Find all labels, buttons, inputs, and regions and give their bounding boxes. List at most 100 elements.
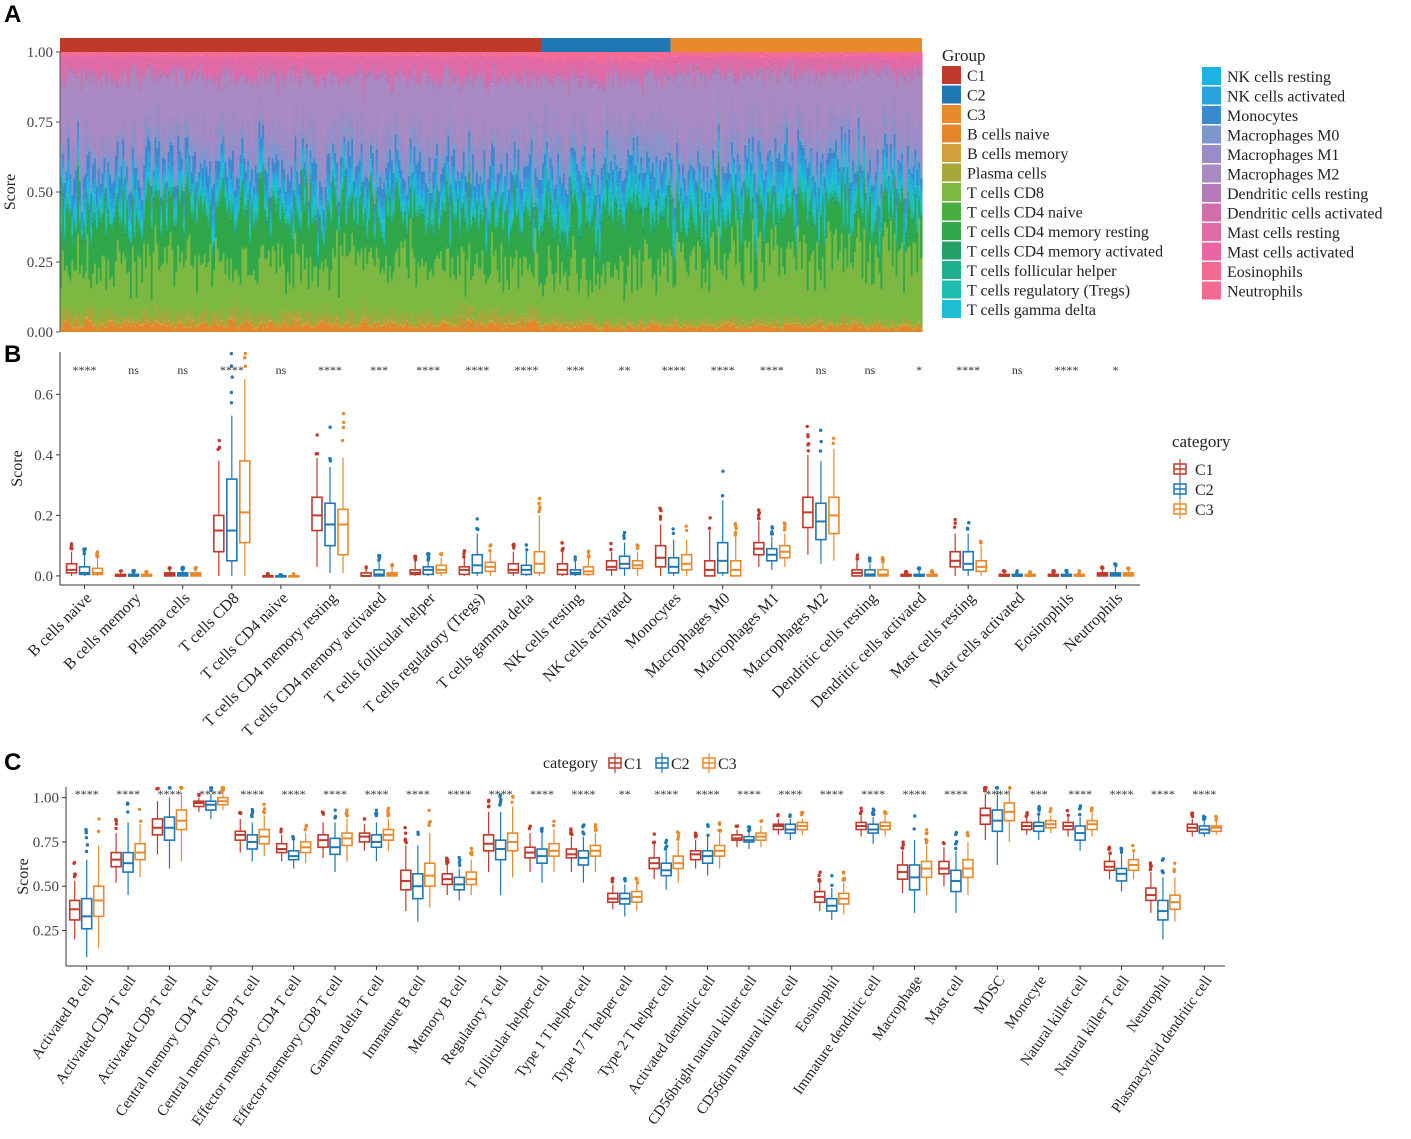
stack-segment (232, 198, 235, 203)
stack-segment (190, 161, 193, 173)
stack-segment (383, 74, 386, 133)
stack-segment (301, 98, 305, 125)
stack-segment (197, 158, 201, 172)
stack-segment (264, 169, 267, 186)
stack-segment (428, 309, 432, 322)
stack-segment (188, 58, 192, 65)
stack-segment (233, 225, 237, 233)
stack-segment (139, 53, 142, 56)
stack-segment (451, 313, 454, 326)
stack-segment (145, 71, 148, 75)
stack-segment (443, 142, 447, 153)
stack-segment (317, 86, 320, 90)
stack-segment (148, 255, 152, 256)
stack-segment (281, 57, 284, 74)
stack-segment (192, 319, 195, 322)
stack-segment (264, 157, 267, 170)
stack-segment (196, 318, 199, 325)
stack-segment (148, 54, 152, 57)
stack-segment (385, 125, 388, 152)
stack-segment (379, 52, 382, 55)
stack-segment (137, 192, 140, 205)
stack-segment (145, 56, 148, 59)
stack-segment (177, 311, 180, 323)
stack-segment (169, 198, 173, 232)
stack-segment (182, 56, 186, 59)
stack-segment (165, 230, 169, 234)
stack-segment (449, 228, 452, 239)
stack-segment (211, 55, 214, 58)
stack-segment (264, 323, 267, 332)
stack-segment (464, 152, 468, 161)
stack-segment (90, 53, 93, 55)
stack-segment (373, 243, 377, 266)
stack-segment (271, 246, 275, 319)
stack-segment (262, 68, 265, 73)
stack-segment (194, 180, 197, 187)
stack-segment (407, 279, 411, 324)
stack-segment (213, 57, 216, 74)
stack-segment (252, 269, 256, 272)
stack-segment (301, 58, 305, 66)
stack-segment (203, 74, 207, 80)
stack-segment (216, 59, 220, 82)
stack-segment (458, 234, 462, 238)
stack-segment (283, 212, 286, 218)
stack-segment (387, 302, 390, 320)
stack-segment (449, 277, 452, 280)
stack-segment (292, 222, 296, 226)
stack-segment (71, 235, 74, 243)
stack-segment (335, 67, 339, 73)
stack-segment (326, 266, 330, 269)
stack-segment (385, 53, 388, 54)
stack-segment (99, 308, 103, 323)
stack-segment (303, 203, 307, 210)
stack-segment (215, 61, 218, 74)
stack-segment (387, 84, 390, 122)
stack-segment (443, 211, 447, 216)
stack-segment (343, 108, 347, 125)
stack-segment (92, 130, 95, 147)
stack-segment (275, 202, 278, 212)
stack-segment (339, 327, 343, 329)
stack-segment (460, 54, 464, 56)
stack-segment (341, 255, 345, 257)
stack-segment (109, 71, 112, 75)
stack-segment (441, 167, 445, 185)
stack-segment (458, 202, 462, 211)
stack-segment (92, 273, 95, 275)
stack-segment (296, 319, 299, 322)
stack-segment (158, 72, 161, 78)
stack-segment (422, 320, 426, 327)
stack-segment (211, 210, 214, 226)
stack-segment (165, 54, 169, 58)
stack-segment (69, 174, 72, 180)
stack-segment (464, 295, 468, 297)
stack-segment (228, 192, 231, 200)
stack-segment (218, 91, 222, 116)
stack-segment (103, 53, 106, 55)
stack-segment (383, 315, 386, 322)
stack-segment (356, 201, 360, 215)
stack-segment (315, 267, 318, 310)
stack-segment (201, 204, 205, 211)
stack-segment (447, 316, 451, 327)
stack-segment (281, 324, 284, 332)
stack-segment (196, 204, 199, 210)
stack-segment (82, 52, 86, 55)
stack-segment (284, 52, 288, 54)
stack-segment (67, 274, 71, 276)
stack-segment (324, 221, 328, 230)
stack-segment (133, 262, 137, 320)
stack-segment (245, 209, 248, 214)
stack-segment (456, 70, 460, 72)
stack-segment (288, 57, 292, 66)
stack-segment (441, 311, 445, 321)
stack-segment (273, 76, 277, 130)
stack-segment (343, 124, 347, 137)
stack-segment (65, 53, 69, 56)
stack-segment (88, 319, 91, 322)
stack-segment (317, 159, 320, 191)
stack-segment (129, 72, 133, 76)
stack-segment (209, 207, 212, 244)
